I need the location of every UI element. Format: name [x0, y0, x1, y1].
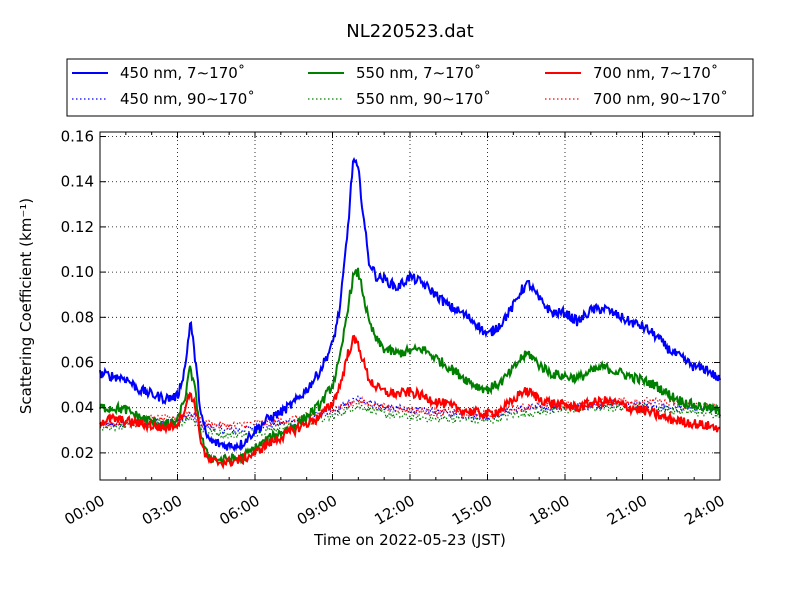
series-line-2	[99, 267, 721, 465]
legend-label-3: 550 nm, 90∼170˚	[356, 90, 491, 108]
x-tick-label: 24:00	[681, 492, 727, 529]
legend-label-2: 550 nm, 7∼170˚	[356, 64, 481, 82]
legend-label-4: 700 nm, 7∼170˚	[593, 64, 718, 82]
chart-title: NL220523.dat	[346, 21, 473, 42]
legend-box	[66, 58, 754, 117]
x-axis-label: Time on 2022-05-23 (JST)	[313, 531, 506, 549]
y-tick-label: 0.14	[61, 173, 94, 191]
legend-label-5: 700 nm, 90∼170˚	[593, 90, 728, 108]
x-tick-label: 15:00	[449, 492, 495, 529]
series-line-3	[99, 401, 721, 441]
series-line-4	[99, 334, 721, 470]
y-axis-label: Scattering Coefficient (km⁻¹)	[17, 198, 35, 414]
plot-area: 00:00 03:00 06:00 09:00 12:00 15:00 18:00 21:00…	[61, 128, 728, 529]
legend-label-1: 450 nm, 90∼170˚	[120, 90, 255, 108]
x-tick-label: 06:00	[216, 492, 262, 529]
y-tick-label: 0.10	[61, 263, 94, 281]
legend-label-0: 450 nm, 7∼170˚	[120, 64, 245, 82]
y-tick-label: 0.04	[61, 399, 94, 417]
y-tick-label: 0.02	[61, 444, 94, 462]
y-tick-label: 0.16	[61, 128, 94, 146]
y-tick-label: 0.08	[61, 308, 94, 326]
x-tick-label: 09:00	[294, 492, 340, 529]
x-tick-label: 18:00	[526, 492, 572, 529]
y-tick-label: 0.06	[61, 353, 94, 371]
series-line-0	[99, 157, 721, 453]
x-tick-label: 12:00	[371, 492, 417, 529]
x-tick-label: 21:00	[604, 492, 650, 529]
y-tick-label: 0.12	[61, 218, 94, 236]
x-tick-label: 03:00	[139, 492, 185, 529]
x-tick-label: 00:00	[61, 492, 107, 529]
legend: 450 nm, 7∼170˚ 450 nm, 90∼170˚ 550 nm, 7∼1…	[66, 58, 754, 117]
